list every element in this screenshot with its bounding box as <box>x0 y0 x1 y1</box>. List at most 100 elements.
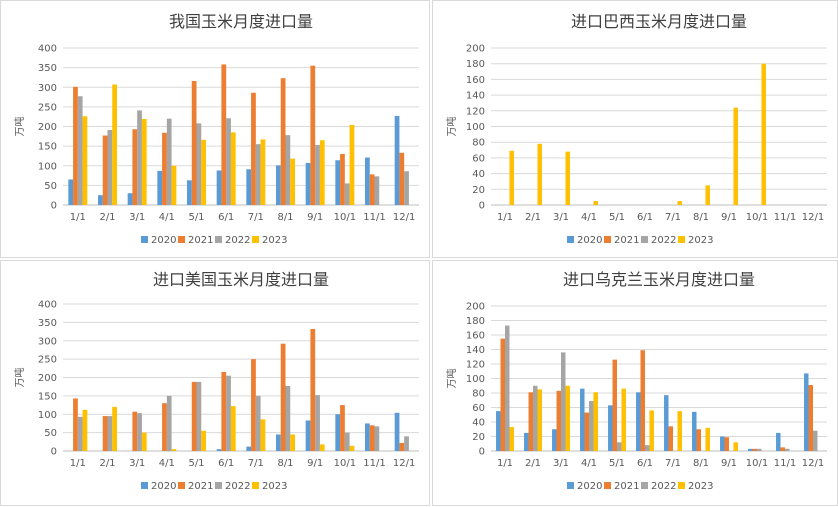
legend-swatch <box>641 236 648 243</box>
bar <box>612 359 617 451</box>
y-tick-label: 300 <box>38 336 57 347</box>
y-tick-label: 100 <box>466 374 485 385</box>
x-tick-label: 12/1 <box>802 212 824 223</box>
legend-swatch <box>252 236 259 243</box>
bar <box>565 151 570 205</box>
bar <box>369 425 375 451</box>
bar <box>349 445 355 451</box>
bar <box>696 429 701 451</box>
x-tick-label: 1/1 <box>70 458 86 469</box>
bar <box>77 416 83 451</box>
bar <box>561 352 566 451</box>
x-tick-label: 7/1 <box>665 458 681 469</box>
y-tick-label: 40 <box>472 169 485 180</box>
bar <box>230 406 236 451</box>
x-tick-label: 9/1 <box>307 458 323 469</box>
bar <box>216 449 222 451</box>
bar <box>649 410 654 451</box>
bar <box>276 165 281 205</box>
y-tick-label: 100 <box>38 410 57 421</box>
bar <box>556 390 561 451</box>
bar <box>196 381 202 451</box>
bar <box>290 434 295 451</box>
bar <box>593 201 598 205</box>
bar <box>226 375 231 451</box>
x-tick-label: 5/1 <box>609 212 625 223</box>
bar <box>537 143 542 205</box>
x-tick-label: 6/1 <box>218 212 234 223</box>
bar <box>705 185 710 205</box>
bar <box>137 413 142 451</box>
bar <box>705 427 710 451</box>
bar <box>191 381 197 451</box>
x-tick-label: 11/1 <box>774 212 796 223</box>
bar <box>733 107 738 205</box>
bar <box>349 124 355 205</box>
bar <box>404 171 409 205</box>
legend-label: 2021 <box>188 235 213 246</box>
bar <box>335 160 341 205</box>
legend-label: 2022 <box>225 481 250 492</box>
bar <box>757 448 762 451</box>
x-tick-label: 8/1 <box>693 212 709 223</box>
y-tick-label: 120 <box>466 360 485 371</box>
chart-svg: 进口巴西玉米月度进口量 0 20 40 60 80 100 120 140 160 180 200 万吨… <box>445 12 827 246</box>
y-tick-label: 80 <box>472 138 485 149</box>
bar <box>621 388 626 451</box>
bar <box>98 195 103 205</box>
bar <box>221 64 227 205</box>
legend-swatch <box>604 236 611 243</box>
bar <box>761 63 766 206</box>
bar <box>776 432 781 451</box>
x-tick-label: 3/1 <box>553 458 569 469</box>
bar <box>344 183 350 205</box>
bar <box>73 86 78 205</box>
y-tick-label: 40 <box>472 418 485 429</box>
bar <box>394 412 400 451</box>
y-tick-label: 140 <box>466 91 485 102</box>
y-tick-label: 20 <box>472 432 485 443</box>
chart-svg: 进口乌克兰玉米月度进口量 0 20 40 60 80 100 120 140 160 180 200 万… <box>445 270 827 492</box>
bar <box>162 403 167 451</box>
bar <box>77 96 83 205</box>
x-tick-label: 5/1 <box>188 458 204 469</box>
bar <box>664 395 669 451</box>
bar <box>112 406 117 451</box>
bar <box>720 436 725 451</box>
x-tick-label: 3/1 <box>129 458 145 469</box>
x-tick-label: 10/1 <box>746 212 768 223</box>
y-tick-label: 200 <box>38 122 57 133</box>
bar <box>226 118 231 205</box>
x-tick-label: 1/1 <box>497 212 513 223</box>
x-tick-label: 6/1 <box>218 458 234 469</box>
bar <box>340 153 345 205</box>
bar <box>201 139 206 205</box>
bar <box>246 169 252 205</box>
bar <box>399 152 405 205</box>
bar <box>692 411 697 451</box>
chart-title: 进口巴西玉米月度进口量 <box>571 12 747 31</box>
bar <box>677 411 682 451</box>
y-tick-label: 200 <box>38 373 57 384</box>
bar <box>748 448 753 451</box>
bar <box>112 84 117 205</box>
x-tick-label: 2/1 <box>99 212 115 223</box>
bar <box>107 130 113 205</box>
bar <box>369 174 375 205</box>
x-tick-label: 1/1 <box>70 212 86 223</box>
legend-swatch <box>215 236 222 243</box>
chart-title: 进口乌克兰玉米月度进口量 <box>563 270 755 289</box>
y-tick-label: 120 <box>466 106 485 117</box>
legend-label: 2023 <box>688 235 713 246</box>
bar <box>132 129 138 205</box>
x-tick-label: 6/1 <box>637 212 653 223</box>
chart-panel-ukraine: 进口乌克兰玉米月度进口量 0 20 40 60 80 100 120 140 160 180 200 万… <box>432 260 838 506</box>
bar <box>509 150 514 205</box>
bar <box>315 395 320 451</box>
bar <box>73 398 78 451</box>
bar <box>780 447 785 451</box>
bar <box>141 119 147 205</box>
y-tick-label: 150 <box>38 391 57 402</box>
bar <box>310 65 316 205</box>
bar <box>255 144 261 205</box>
